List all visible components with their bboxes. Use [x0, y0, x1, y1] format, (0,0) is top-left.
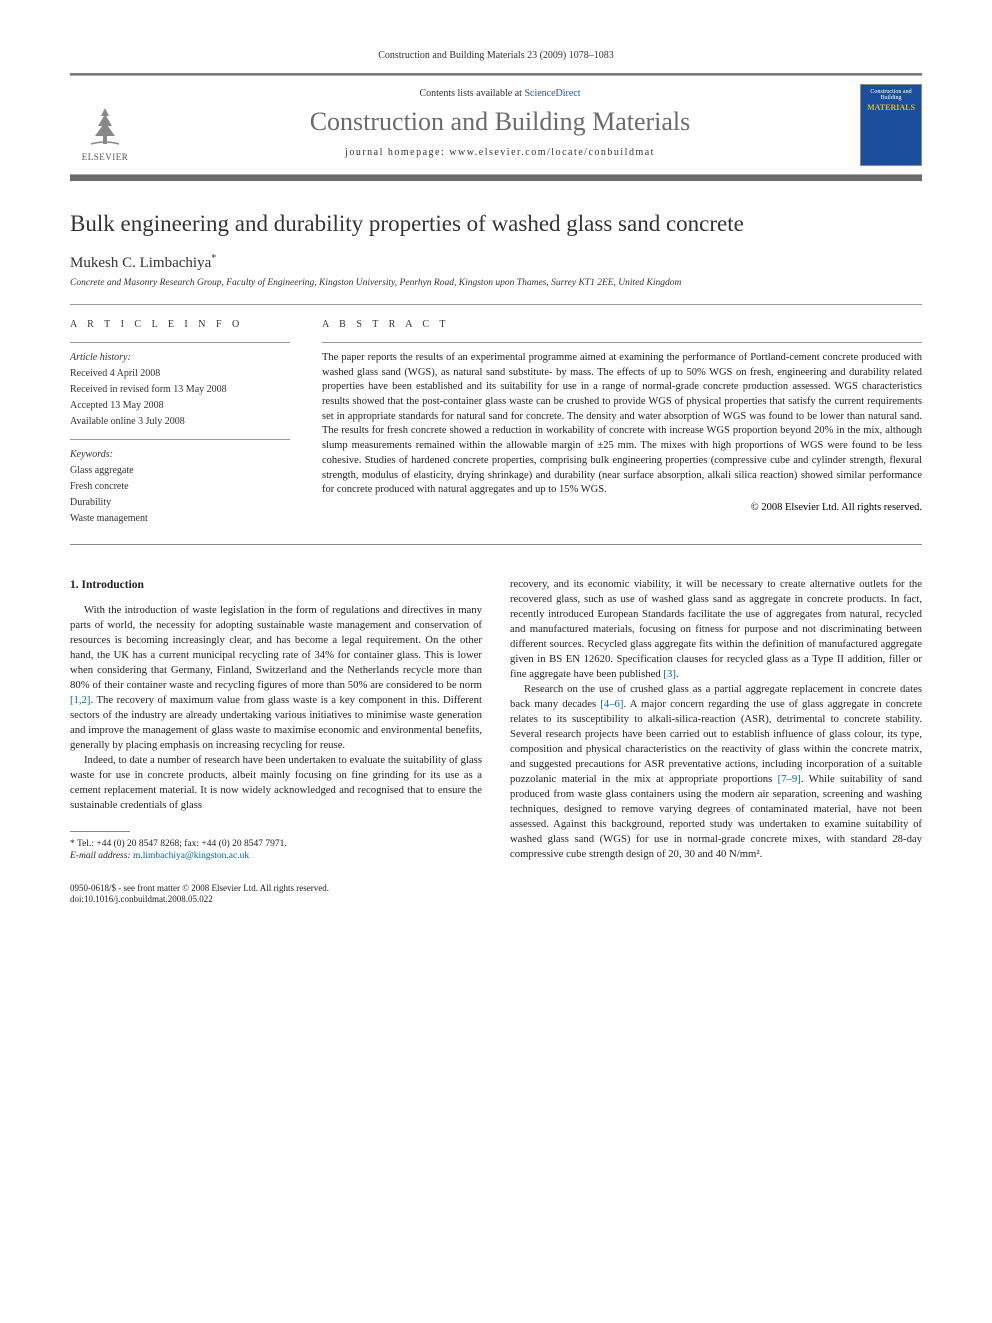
section-heading-intro: 1. Introduction — [70, 577, 482, 593]
body-column-right: recovery, and its economic viability, it… — [510, 577, 922, 906]
history-item: Accepted 13 May 2008 — [70, 399, 290, 413]
divider-abstract-inner — [322, 342, 922, 343]
abstract-heading: A B S T R A C T — [322, 319, 922, 330]
abstract-copyright: © 2008 Elsevier Ltd. All rights reserved… — [322, 502, 922, 513]
publisher-logo[interactable]: ELSEVIER — [70, 84, 140, 166]
contents-prefix: Contents lists available at — [419, 88, 524, 99]
abstract-text: The paper reports the results of an expe… — [322, 351, 922, 498]
citation-ref[interactable]: [3] — [663, 668, 675, 680]
keywords-block: Keywords: Glass aggregate Fresh concrete… — [70, 448, 290, 526]
history-label: Article history: — [70, 351, 290, 365]
footnote-separator — [70, 831, 130, 832]
elsevier-tree-icon — [81, 102, 129, 150]
history-item: Available online 3 July 2008 — [70, 415, 290, 429]
citation-ref[interactable]: [4–6] — [600, 698, 623, 710]
history-item: Received in revised form 13 May 2008 — [70, 383, 290, 397]
body-paragraph: Indeed, to date a number of research hav… — [70, 753, 482, 813]
article-history: Article history: Received 4 April 2008 R… — [70, 351, 290, 429]
divider-info-inner — [70, 342, 290, 343]
author-email-link[interactable]: m.limbachiya@kingston.ac.uk — [133, 851, 249, 861]
keyword-item: Glass aggregate — [70, 464, 290, 478]
sciencedirect-link[interactable]: ScienceDirect — [524, 88, 580, 99]
divider-mid — [70, 175, 922, 181]
keyword-item: Durability — [70, 496, 290, 510]
issn-line: 0950-0618/$ - see front matter © 2008 El… — [70, 883, 482, 895]
masthead: ELSEVIER Contents lists available at Sci… — [70, 75, 922, 175]
divider-body — [70, 544, 922, 545]
article-title: Bulk engineering and durability properti… — [70, 211, 922, 237]
journal-name: Construction and Building Materials — [150, 107, 850, 137]
footnote-contact: * Tel.: +44 (0) 20 8547 8268; fax: +44 (… — [70, 838, 482, 850]
body-column-left: 1. Introduction With the introduction of… — [70, 577, 482, 906]
keyword-item: Fresh concrete — [70, 480, 290, 494]
cover-line2: MATERIALS — [865, 103, 917, 112]
body-paragraph: With the introduction of waste legislati… — [70, 603, 482, 753]
divider-keywords — [70, 439, 290, 440]
keyword-item: Waste management — [70, 512, 290, 526]
publisher-logo-label: ELSEVIER — [82, 152, 129, 162]
citation-ref[interactable]: [1,2] — [70, 694, 90, 706]
cover-line1: Construction and Building — [865, 89, 917, 101]
author-marker: * — [211, 253, 216, 264]
journal-homepage: journal homepage: www.elsevier.com/locat… — [150, 147, 850, 158]
article-info-heading: A R T I C L E I N F O — [70, 319, 290, 330]
author-affiliation: Concrete and Masonry Research Group, Fac… — [70, 278, 922, 288]
footer-block: 0950-0618/$ - see front matter © 2008 El… — [70, 883, 482, 906]
divider-info-top — [70, 304, 922, 305]
email-label: E-mail address: — [70, 851, 131, 861]
body-columns: 1. Introduction With the introduction of… — [70, 577, 922, 906]
history-item: Received 4 April 2008 — [70, 367, 290, 381]
body-paragraph: recovery, and its economic viability, it… — [510, 577, 922, 682]
keywords-label: Keywords: — [70, 448, 290, 462]
citation-header: Construction and Building Materials 23 (… — [70, 50, 922, 61]
citation-ref[interactable]: [7–9] — [778, 773, 801, 785]
contents-line: Contents lists available at ScienceDirec… — [150, 88, 850, 99]
journal-cover-thumb: Construction and Building MATERIALS — [860, 84, 922, 166]
corresponding-author-footnote: * Tel.: +44 (0) 20 8547 8268; fax: +44 (… — [70, 838, 482, 863]
doi-line: doi:10.1016/j.conbuildmat.2008.05.022 — [70, 894, 482, 906]
body-paragraph: Research on the use of crushed glass as … — [510, 682, 922, 862]
author-name: Mukesh C. Limbachiya* — [70, 253, 922, 272]
